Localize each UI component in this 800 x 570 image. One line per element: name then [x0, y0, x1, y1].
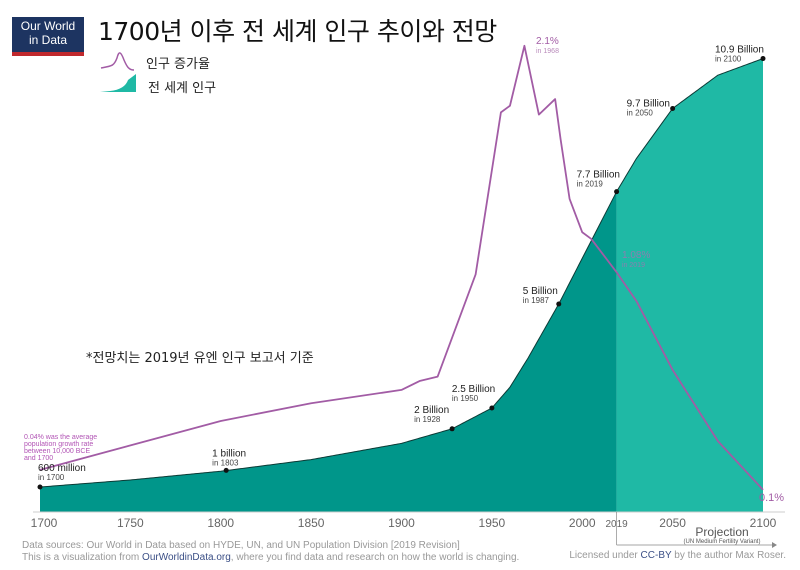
population-area-history [40, 191, 617, 512]
population-label: 600 million [38, 463, 86, 474]
x-tick-label: 1800 [207, 516, 234, 530]
growth-peak-year: in 1968 [536, 48, 559, 55]
x-tick-label: 1900 [388, 516, 415, 530]
population-year-label: in 1700 [38, 473, 65, 482]
x-tick-label: 2050 [659, 516, 686, 530]
projection-label: Projection [695, 525, 748, 539]
population-label: 2.5 Billion [452, 384, 495, 395]
x-tick-label: 1850 [298, 516, 325, 530]
population-marker [449, 426, 455, 432]
population-label: 10.9 Billion [715, 45, 764, 56]
x-tick-label: 2000 [569, 516, 596, 530]
x-tick-label: 1950 [479, 516, 506, 530]
population-marker [489, 405, 495, 411]
population-label: 2 Billion [414, 405, 449, 416]
legend-growth-icon [100, 52, 135, 71]
legend-population-icon [100, 74, 136, 92]
population-year-label: in 2100 [715, 55, 742, 64]
x-tick-label: 1700 [31, 516, 58, 530]
population-year-label: in 1803 [212, 458, 239, 467]
legend-growth-label: 인구 증가율 [146, 57, 210, 72]
owid-link[interactable]: OurWorldinData.org [142, 552, 231, 563]
population-marker [556, 301, 562, 307]
chart-title: 1700년 이후 전 세계 인구 추이와 전망 [98, 17, 497, 46]
population-line [39, 58, 764, 488]
growth-end-label: 0.1% [759, 492, 784, 504]
population-marker [223, 467, 229, 473]
owid-logo[interactable]: Our World in Data [12, 17, 84, 56]
population-year-label: in 2019 [577, 180, 604, 189]
projection-note: *전망치는 2019년 유엔 인구 보고서 기준 [86, 351, 314, 366]
growth-2019-label: 1.08% [622, 250, 650, 261]
population-label: 9.7 Billion [627, 98, 670, 109]
growth-peak-label: 2.1% [536, 36, 559, 47]
credit-text-end: , where you find data and research on ho… [230, 552, 520, 563]
population-marker [614, 189, 620, 195]
population-year-label: in 1950 [452, 394, 479, 403]
legend-population-label: 전 세계 인구 [148, 81, 217, 96]
logo-line2: in Data [28, 33, 68, 47]
population-label: 7.7 Billion [577, 170, 620, 181]
x-tick-label: 1750 [117, 516, 144, 530]
credit-text: This is a visualization from [22, 552, 143, 563]
projection-sublabel: (UN Medium Fertility Variant) [684, 539, 761, 545]
population-label: 1 billion [212, 448, 246, 459]
x-tick-label: 2100 [750, 516, 777, 530]
license: Licensed under CC-BY by the author Max R… [569, 550, 786, 561]
population-marker [760, 56, 766, 62]
population-label: 5 Billion [523, 286, 558, 297]
growth-note-line: population growth rate [24, 441, 93, 448]
population-marker [670, 105, 676, 111]
growth-note-line: 0.04% was the average [24, 434, 97, 441]
license-author: by the author Max Roser. [671, 550, 786, 561]
growth-2019-year: in 2019 [622, 262, 645, 269]
license-text: Licensed under [569, 550, 641, 561]
population-marker [37, 484, 43, 490]
population-year-label: in 1987 [523, 296, 550, 305]
growth-note-line: between 10,000 BCE [24, 448, 90, 455]
growth-note-line: and 1700 [24, 455, 53, 462]
population-area-projection [616, 58, 763, 513]
growth-baseline-note: 0.04% was the average population growth r… [24, 434, 97, 462]
data-sources: Data sources: Our World in Data based on… [22, 540, 460, 551]
projection-arrow-head [772, 542, 777, 548]
visualization-credit: This is a visualization from OurWorldinD… [22, 552, 519, 563]
population-year-label: in 2050 [627, 108, 654, 117]
growth-rate-line [39, 44, 764, 491]
logo-line1: Our World [20, 19, 76, 33]
population-year-label: in 1928 [414, 415, 441, 424]
cc-by-link[interactable]: CC-BY [640, 550, 672, 561]
